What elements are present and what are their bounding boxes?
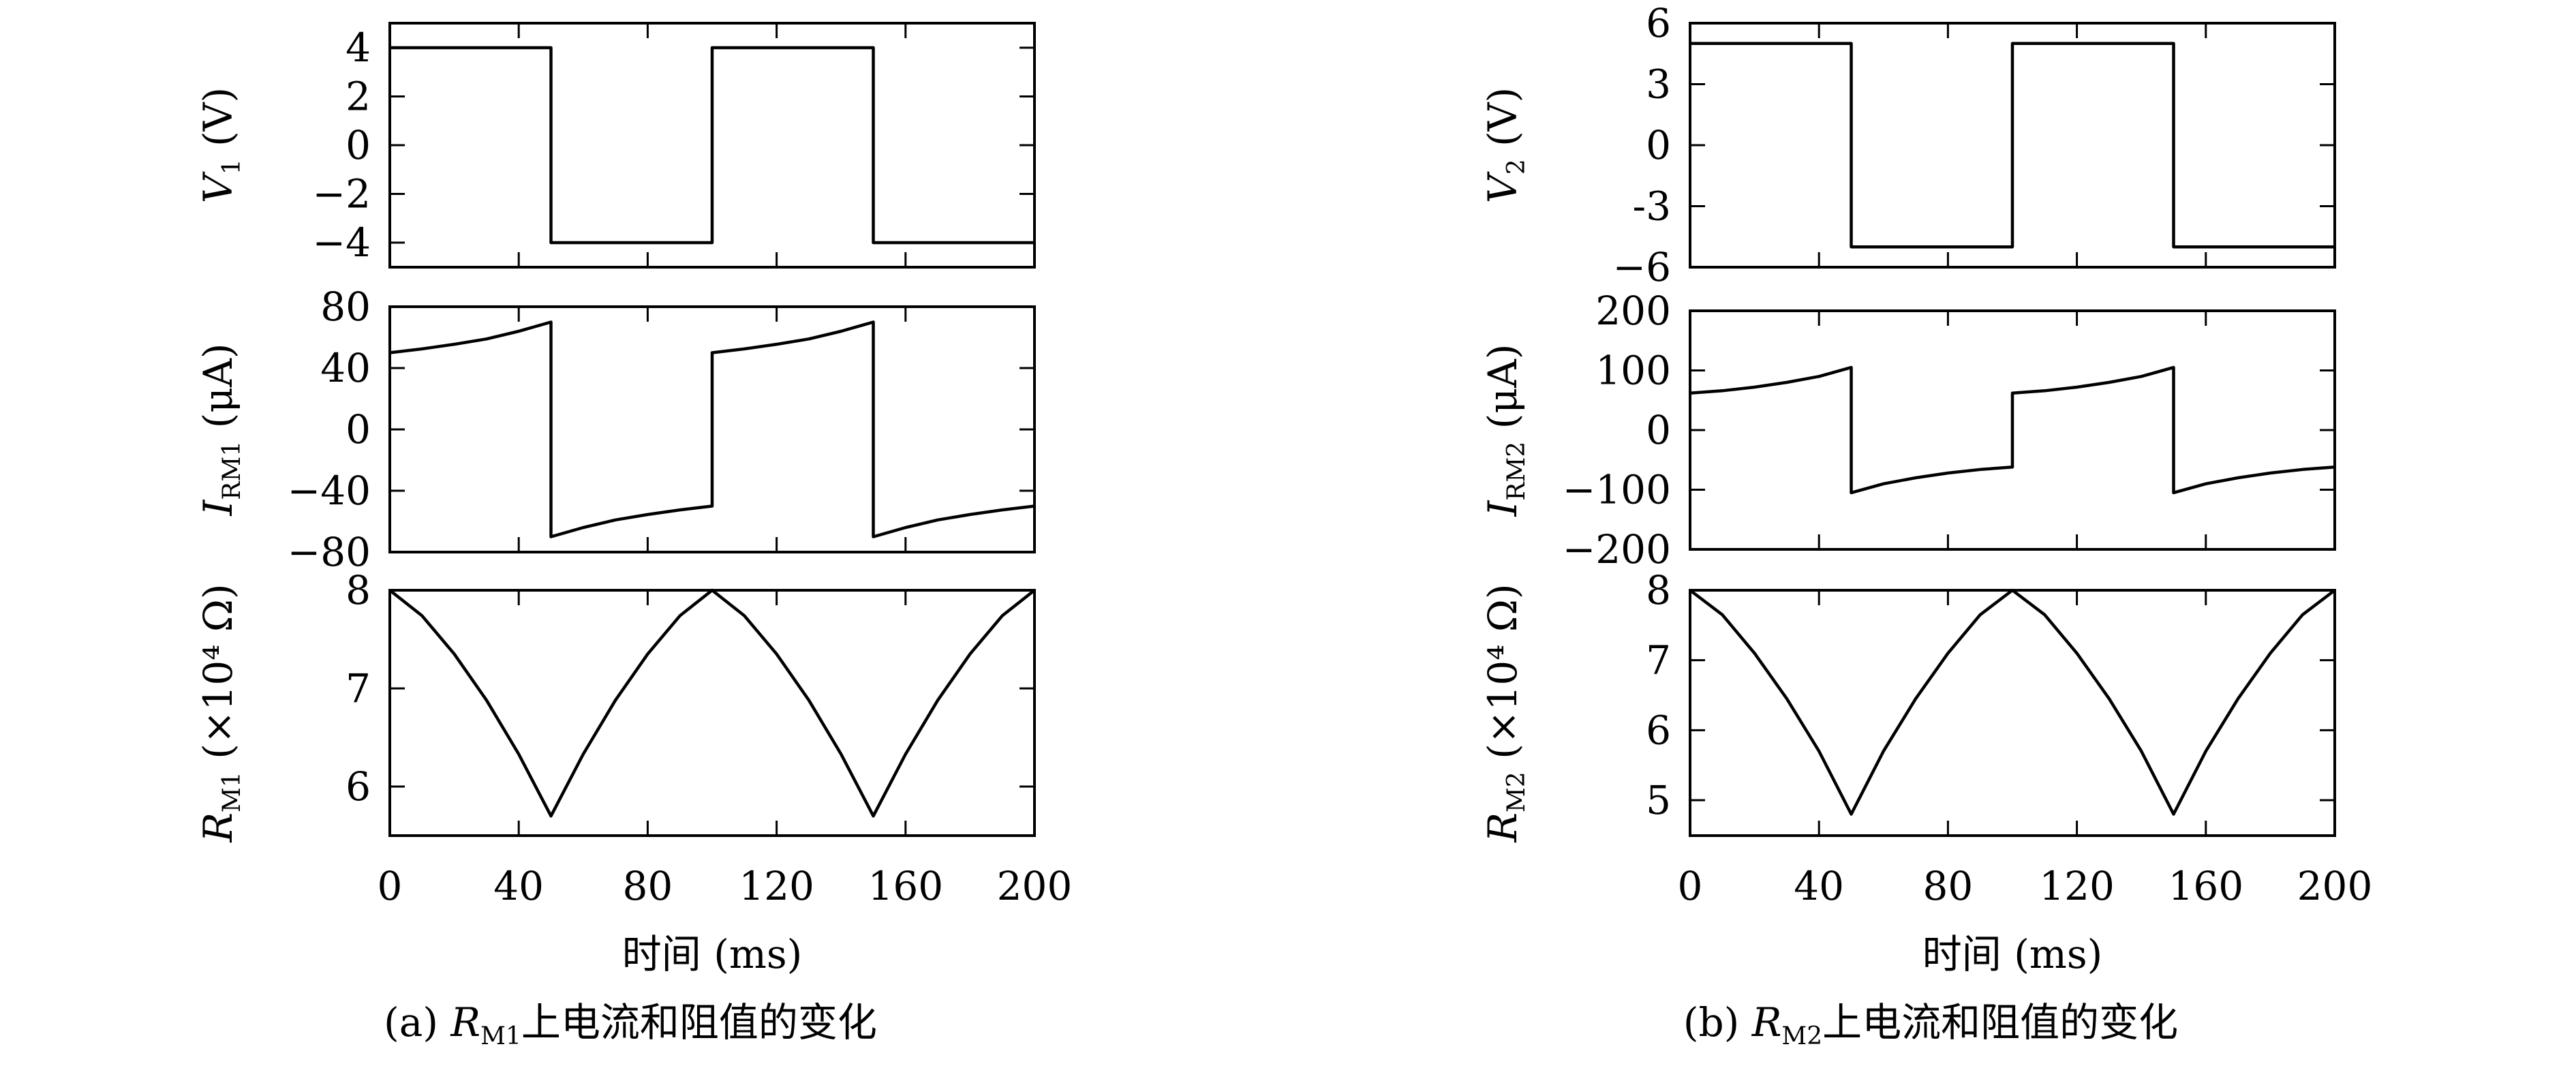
xlabel: 时间 (ms) — [1922, 931, 2102, 977]
chart-b: 6 3 0 -3 −6 V2 (V) 200 100 0 −100 −200 IRM2 (μA) 8 7 6… — [1479, 0, 2372, 1050]
ytick-label: 6 — [346, 763, 371, 810]
xtick-label: 40 — [1794, 863, 1844, 909]
ytick-label: −200 — [1563, 526, 1671, 573]
ytick-label: 0 — [1646, 122, 1671, 168]
caption: (b) RM2上电流和阻值的变化 — [1683, 999, 2178, 1050]
ytick-label: 7 — [1646, 637, 1671, 684]
xtick-label: 120 — [2039, 863, 2115, 909]
ytick-label: 3 — [1646, 61, 1671, 108]
xtick-label: 0 — [1678, 863, 1703, 909]
series-line-v1 — [390, 46, 1034, 245]
ytick-label: 8 — [346, 567, 371, 613]
caption: (a) RM1上电流和阻值的变化 — [384, 999, 877, 1050]
panel-frame — [388, 589, 1036, 837]
ytick-label: −2 — [313, 171, 371, 217]
series-line-r1 — [388, 588, 1036, 818]
panel-i2: 200 100 0 −100 −200 IRM2 (μA) — [1479, 288, 2336, 573]
ylabel: RM1 (×10⁴ Ω) — [195, 583, 246, 842]
ytick-label: 0 — [346, 122, 371, 168]
xlabel: 时间 (ms) — [622, 931, 802, 977]
ytick-label: 100 — [1595, 348, 1671, 394]
ytick-label: 80 — [320, 284, 371, 330]
xtick-label: 0 — [378, 863, 403, 909]
ytick-label: 6 — [1646, 0, 1671, 46]
series-line-r2 — [1689, 588, 2336, 816]
xtick-label: 40 — [493, 863, 544, 909]
xtick-label: 80 — [622, 863, 673, 909]
xtick-label: 80 — [1922, 863, 1973, 909]
ytick-label: −80 — [288, 529, 371, 575]
ytick-label: −4 — [313, 219, 371, 266]
xtick-label: 200 — [2297, 863, 2373, 909]
xtick-label: 120 — [739, 863, 814, 909]
ylabel: V1 (V) — [195, 87, 246, 203]
ytick-label: 0 — [346, 406, 371, 453]
ytick-label: 7 — [346, 665, 371, 712]
panel-v2: 6 3 0 -3 −6 V2 (V) — [1479, 0, 2336, 290]
series-line-i2 — [1689, 365, 2335, 495]
ytick-label: −6 — [1613, 244, 1672, 290]
panel-frame — [1689, 589, 2336, 837]
panel-v1: 420−2−4 V1 (V) — [195, 22, 1036, 269]
ytick-label: 8 — [1646, 567, 1671, 613]
xtick-label: 200 — [997, 863, 1073, 909]
panel-i1: 80 40 0 −40 −80 IRM1 (μA) — [195, 284, 1036, 575]
ytick-label: 2 — [346, 74, 371, 120]
ylabel: IRM2 (μA) — [1479, 344, 1531, 517]
panel-r1: 8 7 6 RM1 (×10⁴ Ω) — [195, 567, 1036, 843]
ytick-label: 40 — [320, 345, 371, 391]
xtick-label: 160 — [868, 863, 943, 909]
ytick-label: −100 — [1563, 467, 1671, 513]
ytick-label: 200 — [1595, 288, 1671, 334]
panel-r2: 8 7 6 5 RM2 (×10⁴ Ω) — [1479, 567, 2336, 843]
xtick-label: 160 — [2168, 863, 2243, 909]
series-line-v2 — [1690, 42, 2335, 249]
ylabel: V2 (V) — [1479, 87, 1531, 203]
ytick-label: -3 — [1633, 183, 1672, 230]
ylabel: IRM1 (μA) — [195, 343, 246, 516]
series-line-i1 — [389, 320, 1035, 538]
ytick-label: 0 — [1646, 407, 1671, 453]
ytick-label: 5 — [1646, 777, 1671, 823]
ytick-label: 6 — [1646, 707, 1671, 753]
ylabel: RM2 (×10⁴ Ω) — [1479, 583, 1531, 842]
ytick-label: 4 — [346, 25, 371, 71]
ytick-label: −40 — [288, 468, 371, 514]
